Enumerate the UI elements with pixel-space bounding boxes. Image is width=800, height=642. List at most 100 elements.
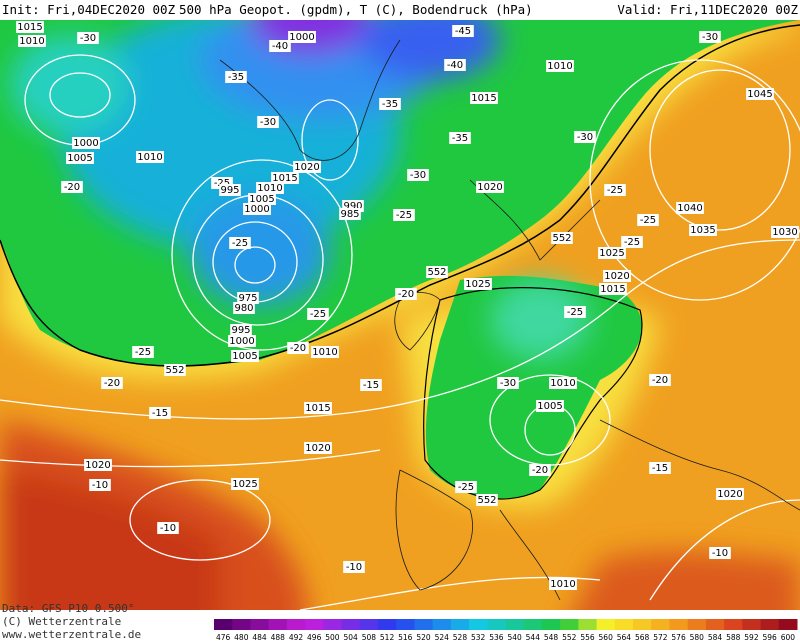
label-box xyxy=(77,32,99,44)
label-box xyxy=(449,132,471,144)
label-box xyxy=(649,462,671,474)
label-box xyxy=(476,181,504,193)
label-box xyxy=(84,459,112,471)
map-label: 1020 xyxy=(717,489,742,500)
map-label: 552 xyxy=(477,495,496,506)
label-box xyxy=(304,442,332,454)
scale-label: 476 xyxy=(216,633,231,642)
scale-swatch xyxy=(450,619,470,630)
label-box xyxy=(89,479,111,491)
label-box xyxy=(256,182,284,194)
scale-label: 540 xyxy=(507,633,522,642)
map-label: 1030 xyxy=(772,227,797,238)
label-box xyxy=(649,374,671,386)
label-box xyxy=(746,88,774,100)
label-box xyxy=(132,346,154,358)
label-box xyxy=(288,31,316,43)
map-title: 500 hPa Geopot. (gpdm), T (C), Bodendruc… xyxy=(179,2,533,17)
scale-swatch xyxy=(305,619,324,630)
label-box xyxy=(476,494,498,506)
init-time: Init: Fri,04DEC2020 00Z xyxy=(2,2,176,17)
scale-label: 552 xyxy=(562,633,577,642)
label-box xyxy=(379,98,401,110)
label-box xyxy=(689,224,717,236)
scale-label: 588 xyxy=(726,633,741,642)
map-label: 1010 xyxy=(550,378,575,389)
scale-swatch xyxy=(614,619,634,630)
scale-label: 556 xyxy=(580,633,595,642)
label-box xyxy=(228,335,256,347)
label-box xyxy=(219,184,241,196)
map-label: 1035 xyxy=(690,225,715,236)
scale-swatch xyxy=(487,619,506,630)
scale-swatch xyxy=(250,619,270,630)
map-label: 552 xyxy=(427,267,446,278)
map-label: 1000 xyxy=(244,204,269,215)
label-box xyxy=(699,31,721,43)
isobars xyxy=(0,54,800,610)
label-box xyxy=(231,478,259,490)
map-label: 1000 xyxy=(73,138,98,149)
label-box xyxy=(771,226,799,238)
scale-label: 584 xyxy=(708,633,723,642)
scale-swatch xyxy=(724,619,743,630)
label-box xyxy=(455,481,477,493)
scale-swatch xyxy=(414,619,434,630)
label-box xyxy=(61,181,83,193)
map-label: -20 xyxy=(532,465,548,476)
map-label: 975 xyxy=(238,293,257,304)
label-box xyxy=(18,35,46,47)
map-label: -25 xyxy=(458,482,474,493)
map-label: 1040 xyxy=(677,203,702,214)
label-box xyxy=(72,137,100,149)
map-label: -40 xyxy=(447,60,463,71)
map-label: -15 xyxy=(652,463,668,474)
contour-552-south xyxy=(423,287,643,500)
scale-label: 496 xyxy=(307,633,322,642)
scale-swatch xyxy=(760,619,780,630)
map-label: 552 xyxy=(165,365,184,376)
scale-label: 568 xyxy=(635,633,650,642)
scale-label: 488 xyxy=(271,633,286,642)
label-box xyxy=(248,193,276,205)
map-label: 552 xyxy=(552,233,571,244)
map-label: -20 xyxy=(64,182,80,193)
map-label: 1005 xyxy=(249,194,274,205)
scale-swatch xyxy=(778,619,798,630)
map-label: -25 xyxy=(624,237,640,248)
label-box xyxy=(287,342,309,354)
map-label: 980 xyxy=(234,303,253,314)
label-box xyxy=(637,214,659,226)
scale-label: 536 xyxy=(489,633,504,642)
label-box xyxy=(233,302,255,314)
scale-label: 512 xyxy=(380,633,395,642)
map-label: -30 xyxy=(260,117,276,128)
map-label: 1000 xyxy=(289,32,314,43)
copyright: (C) Wetterzentrale xyxy=(2,615,121,628)
label-box xyxy=(257,116,279,128)
label-box xyxy=(304,402,332,414)
map-label: -30 xyxy=(500,378,516,389)
map-label: 1015 xyxy=(600,284,625,295)
label-box xyxy=(603,270,631,282)
map-label: -25 xyxy=(567,307,583,318)
scale-swatch xyxy=(359,619,379,630)
scale-swatch xyxy=(396,619,415,630)
label-box xyxy=(716,488,744,500)
label-box xyxy=(676,202,704,214)
scale-swatch xyxy=(651,619,670,630)
scale-label: 480 xyxy=(234,633,249,642)
scale-label: 504 xyxy=(343,633,358,642)
label-box xyxy=(231,350,259,362)
map-label: -30 xyxy=(80,33,96,44)
map-label: -35 xyxy=(452,133,468,144)
label-box xyxy=(464,278,492,290)
label-box xyxy=(551,232,573,244)
scale-swatch xyxy=(323,619,343,630)
map-label: 1025 xyxy=(232,479,257,490)
label-box xyxy=(529,464,551,476)
label-box xyxy=(546,60,574,72)
scale-label: 576 xyxy=(671,633,686,642)
